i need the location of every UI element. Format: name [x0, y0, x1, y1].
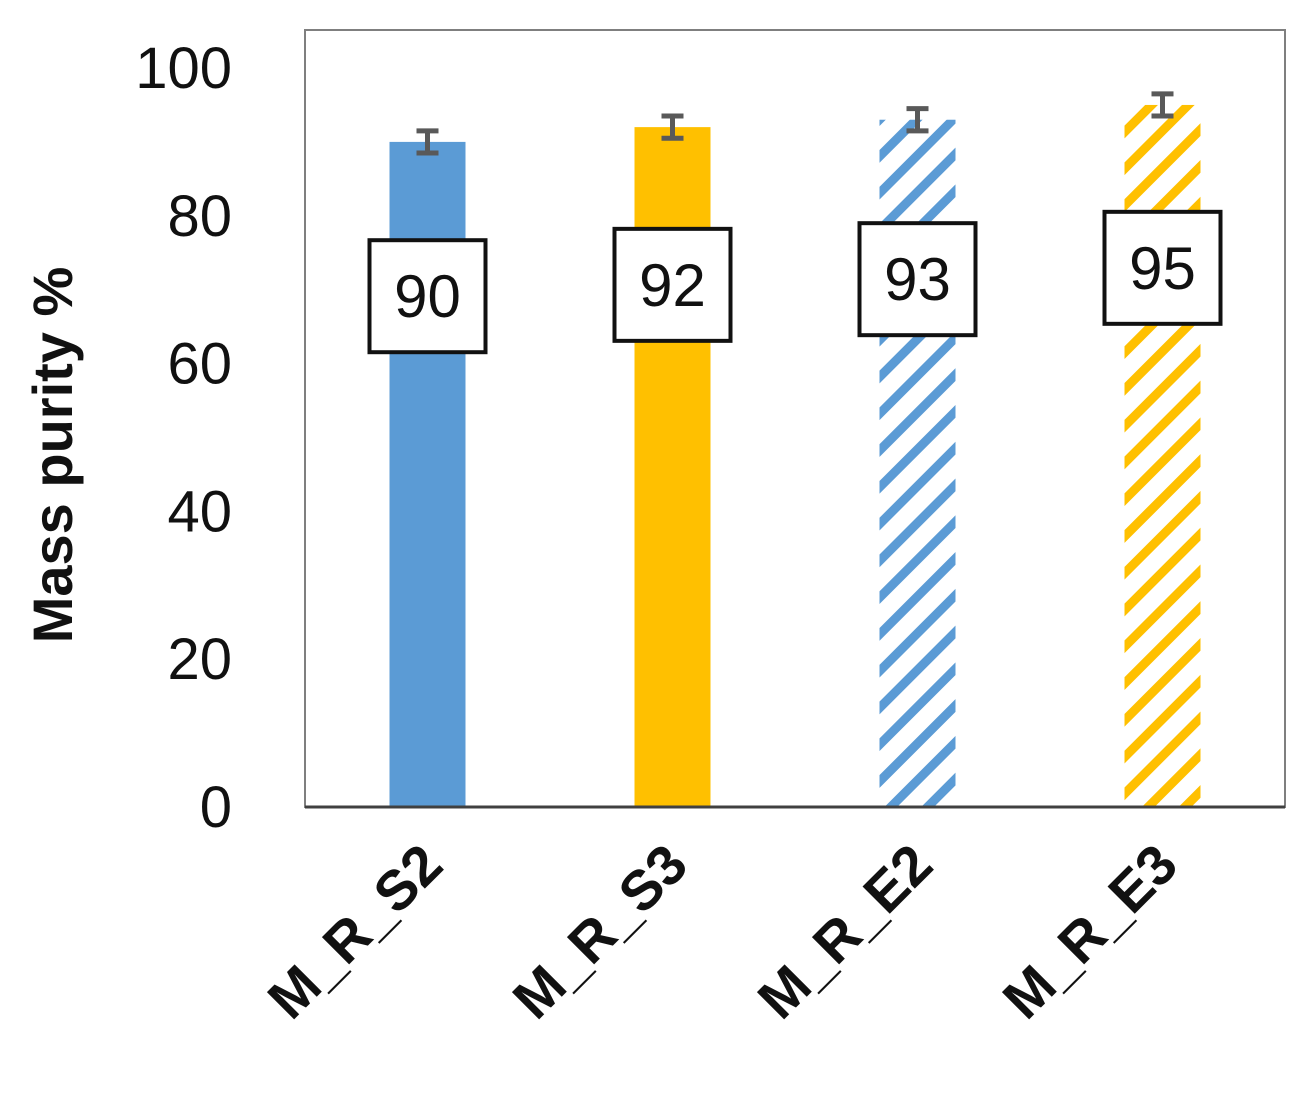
data-label: 93 — [857, 221, 978, 338]
x-category-label: M_R_S2 — [255, 832, 454, 1031]
error-bar — [1151, 91, 1174, 119]
bars — [389, 104, 1201, 808]
y-tick-label: 100 — [135, 36, 232, 101]
y-tick-label: 80 — [167, 184, 232, 249]
data-label-text: 92 — [639, 252, 706, 319]
y-tick-label: 40 — [167, 479, 232, 544]
data-labels: 90 92 93 95 — [367, 209, 1223, 355]
error-bars — [416, 91, 1174, 156]
data-label: 90 — [367, 238, 488, 355]
x-category-label: M_R_E3 — [990, 832, 1189, 1031]
x-category-label: M_R_S3 — [500, 832, 699, 1031]
data-label-text: 90 — [394, 263, 461, 330]
data-label: 95 — [1102, 209, 1223, 326]
y-tick-label: 0 — [200, 775, 232, 840]
x-category-label: M_R_E2 — [745, 832, 944, 1031]
error-bar — [416, 128, 439, 156]
y-tick-label: 20 — [167, 627, 232, 692]
x-axis-categories: M_R_S2 M_R_S3 M_R_E2 M_R_E3 — [255, 832, 1189, 1031]
y-axis-label: Mass purity % — [21, 267, 84, 644]
y-axis-ticks: 0 20 40 60 80 100 — [135, 36, 232, 840]
data-label: 92 — [612, 226, 733, 343]
data-label-text: 95 — [1129, 235, 1196, 302]
data-label-text: 93 — [884, 246, 951, 313]
y-tick-label: 60 — [167, 332, 232, 397]
error-bar — [661, 113, 684, 141]
error-bar — [906, 106, 929, 134]
